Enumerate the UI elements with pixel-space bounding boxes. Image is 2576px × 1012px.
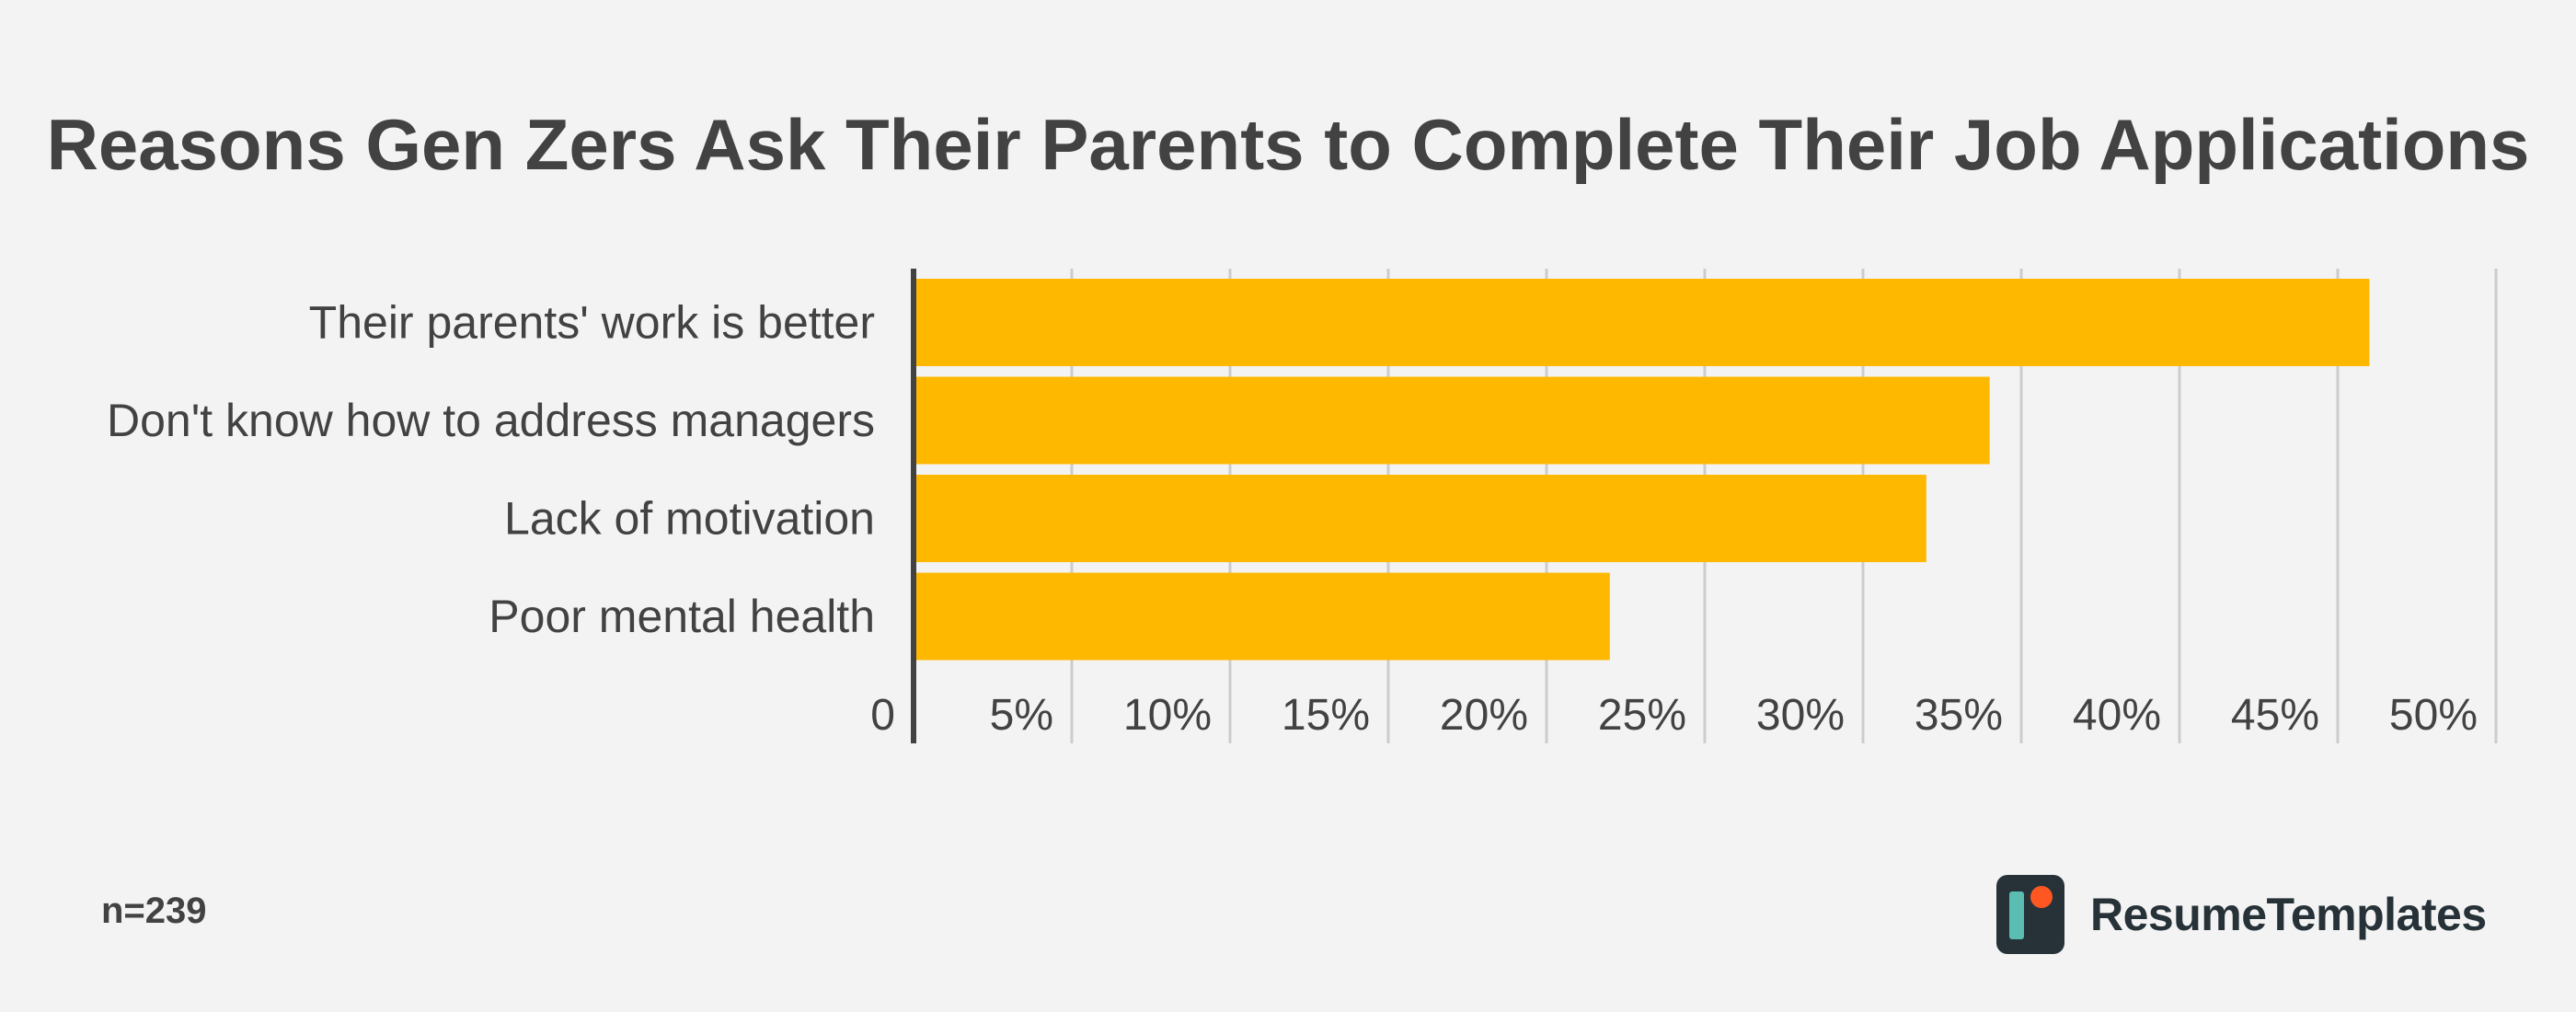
bar-0 bbox=[914, 279, 2370, 366]
tick-label-5: 5% bbox=[990, 691, 1053, 740]
tick-label-15: 15% bbox=[1282, 691, 1370, 740]
tick-label-40: 40% bbox=[2073, 691, 2161, 740]
chart-title: Reasons Gen Zers Ask Their Parents to Co… bbox=[46, 104, 2530, 185]
category-label-2: Lack of motivation bbox=[504, 493, 875, 545]
bar-2 bbox=[914, 475, 1926, 562]
brand-name: ResumeTemplates bbox=[2090, 889, 2487, 940]
tick-label-10: 10% bbox=[1123, 691, 1212, 740]
tick-labels: 0 5% 10% 15% 20% 25% 30% 35% 40% 45% 50% bbox=[870, 691, 2478, 740]
category-label-3: Poor mental health bbox=[489, 591, 875, 642]
category-labels: Their parents' work is better Don't know … bbox=[107, 297, 875, 643]
bars bbox=[914, 279, 2370, 661]
tick-label-35: 35% bbox=[1915, 691, 2003, 740]
category-label-1: Don't know how to address managers bbox=[107, 395, 875, 446]
bar-3 bbox=[914, 572, 1610, 661]
tick-label-30: 30% bbox=[1756, 691, 1845, 740]
sample-size-note: n=239 bbox=[101, 891, 207, 931]
bar-1 bbox=[914, 376, 1990, 465]
tick-label-0: 0 bbox=[870, 691, 895, 740]
tick-label-20: 20% bbox=[1440, 691, 1528, 740]
category-label-0: Their parents' work is better bbox=[309, 297, 875, 349]
tick-label-45: 45% bbox=[2231, 691, 2319, 740]
resumetemplates-logo-icon bbox=[1996, 875, 2064, 954]
tick-label-25: 25% bbox=[1598, 691, 1686, 740]
tick-label-50: 50% bbox=[2389, 691, 2478, 740]
brand-logo: ResumeTemplates bbox=[1996, 874, 2487, 955]
